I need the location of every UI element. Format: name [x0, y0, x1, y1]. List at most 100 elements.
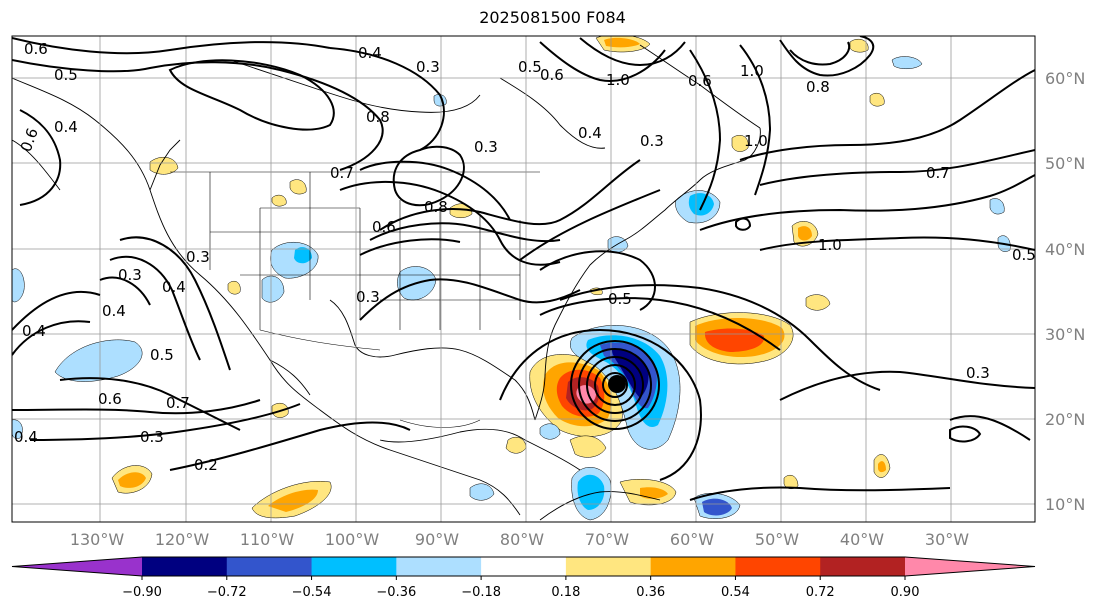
- colorbar-extend-high: [905, 557, 1035, 576]
- contour-label: 0.4: [54, 118, 78, 136]
- contour-label: 0.4: [14, 428, 38, 446]
- contour-label: 0.5: [1012, 246, 1036, 264]
- contour-label: 0.8: [806, 78, 830, 96]
- cold-anomaly-region: [54, 339, 143, 382]
- lon-label: 130°W: [70, 530, 125, 549]
- lon-label: 90°W: [415, 530, 459, 549]
- colorbar-tick-label: −0.36: [376, 585, 416, 600]
- contour-label: 0.4: [578, 124, 602, 142]
- lon-label: 100°W: [325, 530, 380, 549]
- contour-label: 0.4: [22, 322, 46, 340]
- cold-anomaly-region: [688, 193, 714, 216]
- contour-label: 0.4: [358, 44, 382, 62]
- cold-anomaly-region: [577, 474, 605, 510]
- cold-anomaly-region: [702, 498, 732, 516]
- contour-label: 0.6: [98, 390, 122, 408]
- contour-label: 0.3: [140, 428, 164, 446]
- lat-label: 10°N: [1045, 495, 1085, 514]
- contour-label: 0.8: [366, 108, 390, 126]
- contour-label: 0.6: [540, 66, 564, 84]
- colorbar-tick-label: 0.72: [806, 585, 835, 600]
- warm-anomaly-region: [289, 179, 307, 195]
- warm-anomaly-region: [118, 472, 146, 488]
- warm-anomaly-region: [271, 194, 287, 207]
- longitude-labels: 130°W 120°W 110°W 100°W 90°W 80°W 70°W 6…: [70, 530, 969, 549]
- shaded-anomaly-field: [12, 36, 1011, 521]
- contour-label: 0.7: [166, 394, 190, 412]
- lat-label: 40°N: [1045, 240, 1085, 259]
- warm-anomaly-region: [805, 294, 831, 311]
- cold-anomaly-region: [294, 247, 312, 264]
- lat-label: 50°N: [1045, 154, 1085, 173]
- colorbar-segment: [142, 557, 228, 576]
- colorbar-segment: [396, 557, 482, 576]
- contour-label: 0.5: [608, 290, 632, 308]
- political-borders: [170, 171, 540, 428]
- lon-label: 70°W: [585, 530, 629, 549]
- colorbar-extend-low: [12, 557, 142, 576]
- warm-anomaly-region: [505, 437, 527, 454]
- warm-anomaly-region: [878, 461, 886, 473]
- lon-label: 40°W: [840, 530, 884, 549]
- colorbar-tick-label: −0.18: [461, 585, 501, 600]
- contour-label: 0.5: [54, 66, 78, 84]
- graticule: [12, 36, 1035, 522]
- contour-label: 0.6: [688, 72, 712, 90]
- warm-anomaly-region: [798, 226, 812, 241]
- lon-label: 50°W: [755, 530, 799, 549]
- contour-label: 0.3: [186, 248, 210, 266]
- colorbar-tick-label: −0.72: [207, 585, 247, 600]
- colorbar-segment: [820, 557, 906, 576]
- map-title: 2025081500 F084: [479, 8, 626, 27]
- lat-label: 60°N: [1045, 69, 1085, 88]
- contour-label: 0.7: [926, 164, 950, 182]
- contour-label: 0.6: [372, 218, 396, 236]
- lon-label: 110°W: [240, 530, 295, 549]
- cold-anomaly-region: [612, 349, 649, 398]
- contour-label: 0.8: [424, 198, 448, 216]
- contour-label: 0.3: [474, 138, 498, 156]
- contour-label: 0.5: [150, 346, 174, 364]
- warm-anomaly-region: [569, 435, 607, 458]
- colorbar-segment: [226, 557, 313, 576]
- contour-label: 0.3: [640, 132, 664, 150]
- colorbar-tick-label: −0.90: [122, 585, 162, 600]
- lat-label: 30°N: [1045, 325, 1085, 344]
- colorbar-segment: [650, 557, 736, 576]
- map-plot-area: [12, 36, 1035, 522]
- contour-lines: [12, 36, 1035, 501]
- colorbar-tick-label: 0.18: [551, 585, 580, 600]
- colorbar-tick-label: −0.54: [292, 585, 332, 600]
- colorbar-tick-label: 0.90: [891, 585, 920, 600]
- warm-anomaly-region: [268, 489, 318, 512]
- lon-label: 60°W: [670, 530, 714, 549]
- contour-label: 0.4: [102, 302, 126, 320]
- contour-label: 1.0: [818, 236, 842, 254]
- storm-center-marker: [608, 375, 626, 393]
- contour-label: 0.5: [518, 58, 542, 76]
- lon-label: 80°W: [500, 530, 544, 549]
- warm-anomaly-region: [869, 93, 885, 107]
- contour-label: 0.3: [966, 364, 990, 382]
- colorbar: −0.90 −0.72 −0.54 −0.36 −0.18 0.18 0.36 0.54 0.7…: [11, 556, 1036, 600]
- warm-anomaly-region: [849, 39, 869, 53]
- contour-label: 0.3: [356, 288, 380, 306]
- cold-anomaly-region: [891, 56, 923, 69]
- colorbar-tick-label: 0.36: [636, 585, 665, 600]
- contour-label: 0.2: [194, 456, 218, 474]
- colorbar-segment: [735, 557, 821, 576]
- contour-label: 1.0: [740, 62, 764, 80]
- cold-anomaly-region: [469, 483, 495, 501]
- warm-anomaly-region: [149, 156, 179, 175]
- colorbar-tick-label: 0.54: [721, 585, 750, 600]
- contour-label: 0.3: [416, 58, 440, 76]
- cold-anomaly-region: [539, 423, 561, 440]
- colorbar-segment: [481, 557, 567, 576]
- lon-label: 120°W: [155, 530, 210, 549]
- colorbar-segment: [311, 557, 397, 576]
- contour-label-group: 0.6 0.5 0.6 0.4 0.4 0.3 0.5 0.6 0.8 0.3 …: [14, 40, 1036, 474]
- warm-anomaly-region: [731, 135, 749, 152]
- latitude-labels: 60°N 50°N 40°N 30°N 20°N 10°N: [1045, 69, 1085, 514]
- warm-anomaly-region: [640, 487, 668, 499]
